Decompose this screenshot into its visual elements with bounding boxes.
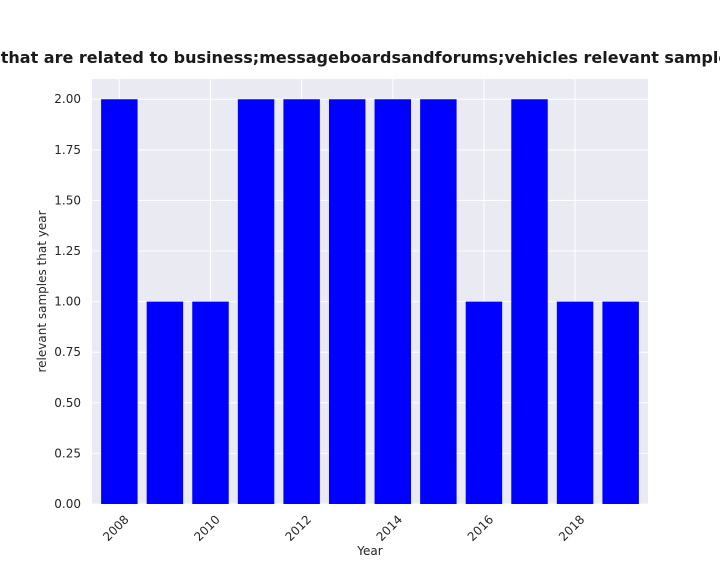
- y-axis-label: relevant samples that year: [35, 210, 49, 372]
- bar-2011: [237, 99, 275, 504]
- chart-title: Number of samples that are related to bu…: [0, 48, 720, 67]
- bar-2016: [465, 301, 503, 504]
- y-tick-label: 0.00: [54, 497, 81, 511]
- x-tick-label: 2010: [191, 512, 222, 543]
- bar-2017: [511, 99, 548, 504]
- y-tick-label: 1.50: [54, 193, 81, 207]
- bars: [101, 99, 639, 504]
- y-tick-label: 1.75: [54, 143, 81, 157]
- x-axis-ticks: 2008 2010 2012 2014 2016 2018: [100, 512, 587, 543]
- bar-2008: [101, 99, 138, 504]
- x-tick-label: 2014: [374, 512, 405, 543]
- bar-2019: [602, 301, 639, 504]
- y-tick-label: 0.50: [54, 396, 81, 410]
- bar-2014: [374, 99, 412, 504]
- x-tick-label: 2016: [465, 512, 496, 543]
- bar-2009: [146, 301, 184, 504]
- y-axis-ticks: 0.00 0.25 0.50 0.75 1.00 1.25 1.50 1.75 2.00: [54, 92, 81, 511]
- x-tick-label: 2012: [282, 512, 313, 543]
- x-axis-label: Year: [356, 544, 382, 558]
- x-tick-label: 2018: [556, 512, 587, 543]
- y-tick-label: 2.00: [54, 92, 81, 106]
- bar-2013: [328, 99, 366, 504]
- bar-2012: [283, 99, 320, 504]
- bar-2018: [556, 301, 594, 504]
- x-tick-label: 2008: [100, 512, 131, 543]
- y-tick-label: 1.00: [54, 295, 81, 309]
- y-tick-label: 0.75: [54, 345, 81, 359]
- y-tick-label: 0.25: [54, 446, 81, 460]
- bar-2010: [192, 301, 229, 504]
- bar-2015: [420, 99, 457, 504]
- y-tick-label: 1.25: [54, 244, 81, 258]
